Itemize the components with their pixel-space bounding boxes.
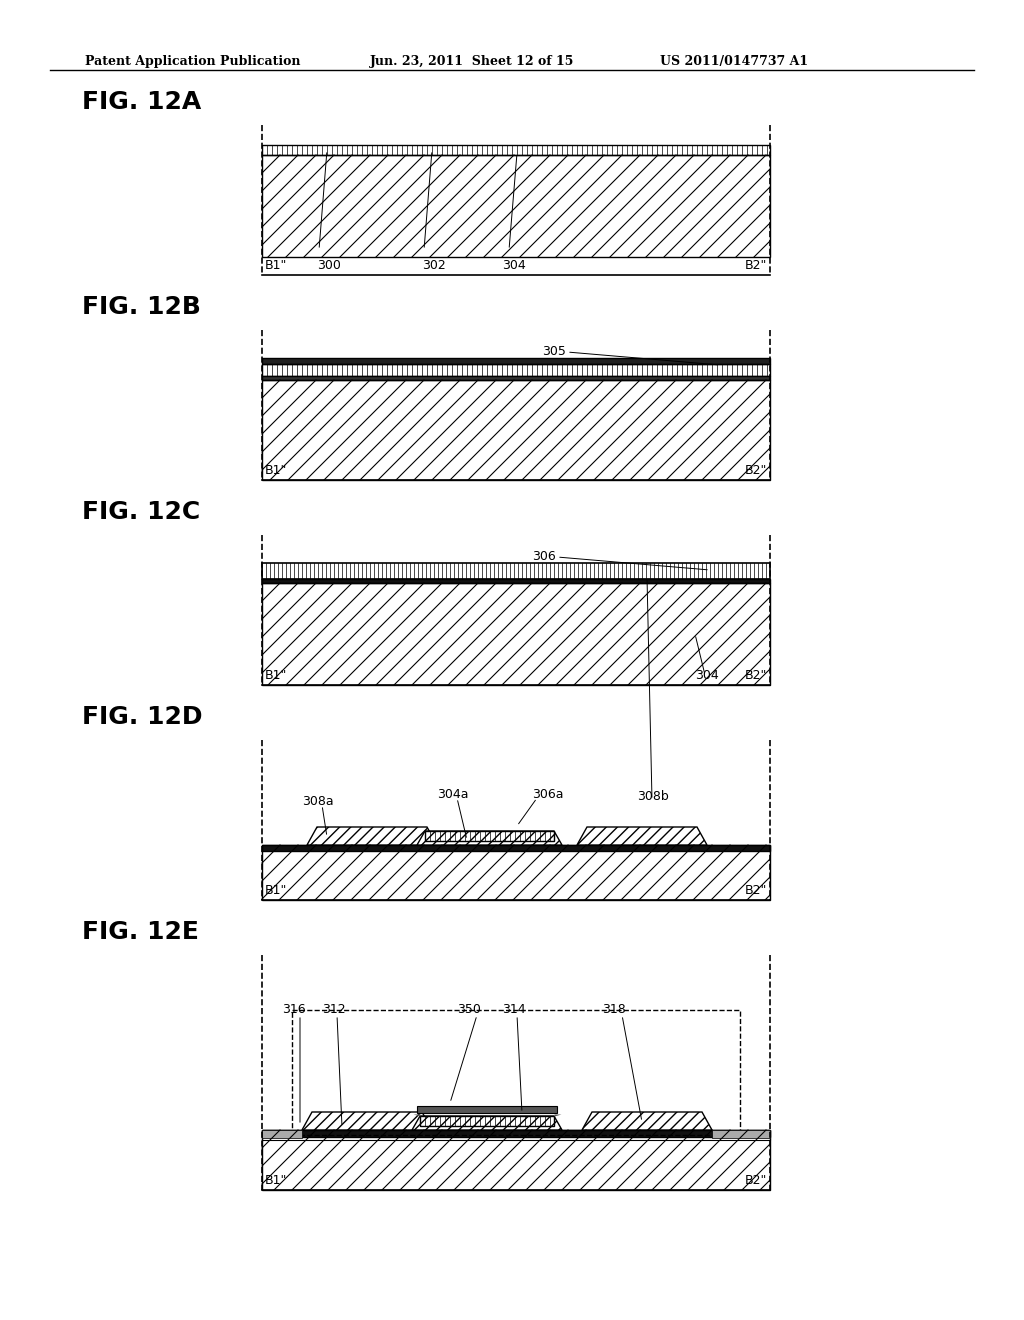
Text: 316: 316 — [282, 1003, 305, 1016]
Polygon shape — [417, 832, 562, 845]
Text: 306: 306 — [532, 550, 556, 564]
Bar — [262, 1130, 770, 1137]
Bar — [262, 579, 770, 583]
Bar — [262, 845, 770, 900]
Bar — [262, 564, 770, 579]
Text: 312: 312 — [322, 1003, 346, 1016]
Polygon shape — [582, 1111, 712, 1130]
Text: 306a: 306a — [532, 788, 563, 801]
Bar — [262, 1130, 770, 1191]
Text: 304: 304 — [502, 259, 525, 272]
Bar — [262, 145, 770, 154]
Text: 304: 304 — [695, 669, 719, 682]
Text: B1": B1" — [265, 884, 288, 898]
Text: B2": B2" — [745, 1173, 767, 1187]
Bar — [712, 1130, 770, 1138]
Text: US 2011/0147737 A1: US 2011/0147737 A1 — [660, 55, 808, 69]
Bar — [262, 1130, 302, 1138]
Polygon shape — [302, 1111, 432, 1130]
Bar — [292, 1010, 740, 1135]
Text: FIG. 12E: FIG. 12E — [82, 920, 199, 944]
Bar — [262, 380, 770, 480]
Polygon shape — [412, 1115, 562, 1130]
Bar — [262, 380, 770, 480]
Bar — [262, 583, 770, 685]
Text: 308a: 308a — [302, 795, 334, 808]
Text: B1": B1" — [265, 1173, 288, 1187]
Text: B2": B2" — [745, 259, 767, 272]
Text: 350: 350 — [457, 1003, 481, 1016]
Text: 318: 318 — [602, 1003, 626, 1016]
Text: FIG. 12C: FIG. 12C — [82, 500, 201, 524]
Bar — [262, 845, 770, 900]
Text: B1": B1" — [265, 259, 288, 272]
Bar — [262, 154, 770, 257]
Text: B1": B1" — [265, 465, 288, 477]
Text: B2": B2" — [745, 669, 767, 682]
Text: FIG. 12D: FIG. 12D — [82, 705, 203, 729]
Text: Patent Application Publication: Patent Application Publication — [85, 55, 300, 69]
Bar — [262, 1130, 770, 1191]
Bar — [262, 154, 770, 257]
Text: B1": B1" — [265, 669, 288, 682]
Text: B2": B2" — [745, 465, 767, 477]
Bar — [262, 583, 770, 685]
Bar — [262, 376, 770, 380]
Bar — [262, 845, 770, 851]
Text: 300: 300 — [317, 259, 341, 272]
Text: 304a: 304a — [437, 788, 469, 801]
Bar — [262, 364, 770, 376]
Text: 308b: 308b — [637, 789, 669, 803]
Text: 305: 305 — [542, 345, 566, 358]
Text: 302: 302 — [422, 259, 445, 272]
Bar — [417, 1106, 557, 1113]
Polygon shape — [577, 828, 707, 845]
Bar — [262, 1130, 770, 1140]
Text: FIG. 12B: FIG. 12B — [82, 294, 201, 319]
Bar — [425, 832, 554, 841]
Text: B2": B2" — [745, 884, 767, 898]
Text: 314: 314 — [502, 1003, 525, 1016]
Bar — [262, 358, 770, 364]
Text: Jun. 23, 2011  Sheet 12 of 15: Jun. 23, 2011 Sheet 12 of 15 — [370, 55, 574, 69]
Text: FIG. 12A: FIG. 12A — [82, 90, 202, 114]
Polygon shape — [307, 828, 437, 845]
Bar — [420, 1115, 554, 1126]
